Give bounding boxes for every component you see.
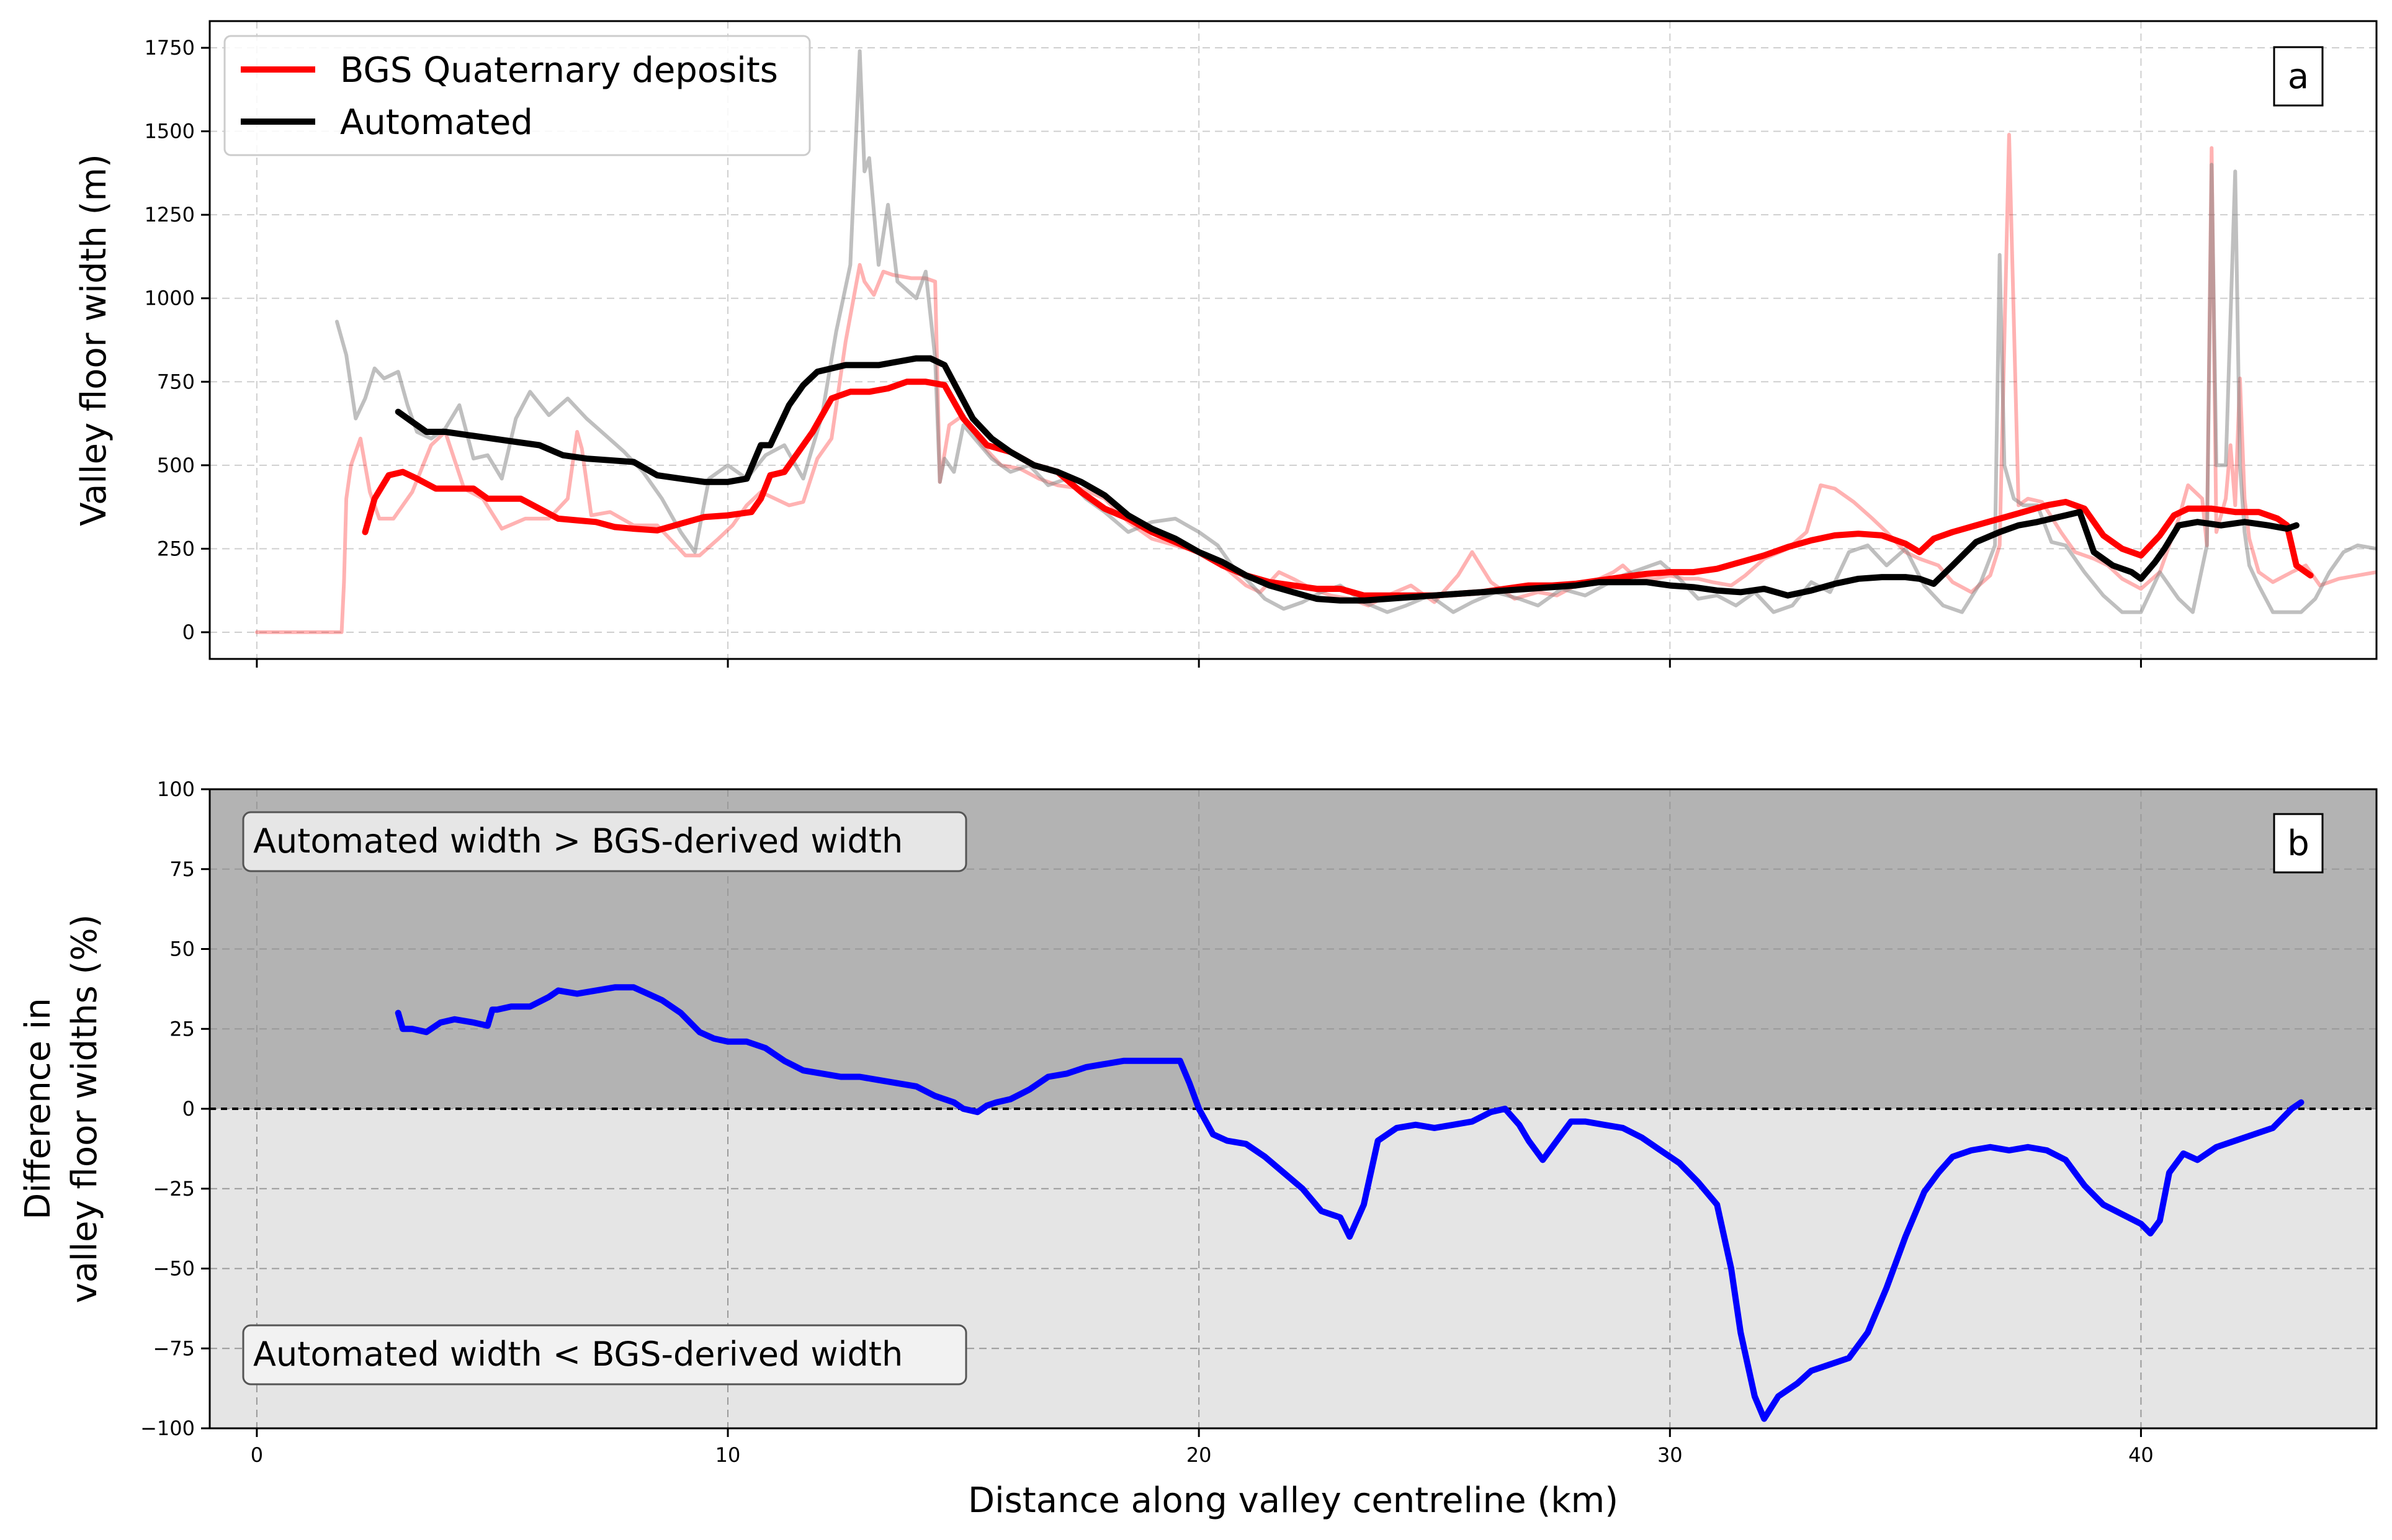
series-line-a-3 bbox=[395, 355, 2300, 604]
panel-a-ticks: 0 250 500 750 1000 1250 1500 1750 bbox=[145, 36, 2142, 668]
panel-a-frame bbox=[208, 20, 2378, 660]
series-line-a-2 bbox=[362, 378, 2314, 599]
x-tick-label: 20 bbox=[1186, 1443, 1212, 1467]
legend: BGS Quaternary deposits Automated bbox=[223, 35, 811, 156]
x-tick-label: 30 bbox=[1657, 1443, 1683, 1467]
y-tick-label: 1000 bbox=[145, 287, 195, 310]
legend-label-automated: Automated bbox=[340, 102, 533, 143]
lower-region-annotation: Automated width < BGS-derived width bbox=[242, 1324, 967, 1386]
legend-label-bgs: BGS Quaternary deposits bbox=[340, 50, 778, 91]
y-tick-label: 100 bbox=[157, 777, 195, 801]
y-tick-label: 25 bbox=[169, 1017, 195, 1041]
y-tick-label: 50 bbox=[169, 938, 195, 961]
y-tick-label: −50 bbox=[153, 1257, 195, 1281]
panel-a-letter: a bbox=[2288, 56, 2309, 97]
y-tick-label: 1750 bbox=[145, 36, 195, 60]
panel-a-letter-box: a bbox=[2273, 46, 2324, 107]
y-tick-label: −25 bbox=[153, 1177, 195, 1201]
panel-a-ylabel: Valley floor width (m) bbox=[74, 154, 114, 526]
panel-a-series bbox=[254, 49, 2376, 634]
panel-a-chart: 0 250 500 750 1000 1250 1500 1750 Valley floor … bbox=[74, 20, 2378, 668]
panel-b-ylabel-line2: valley floor widths (%) bbox=[65, 915, 105, 1304]
legend-box bbox=[223, 35, 811, 156]
upper-region-annotation: Automated width > BGS-derived width bbox=[242, 811, 967, 872]
panel-a-letter-frame bbox=[2273, 46, 2324, 107]
x-tick-label: 40 bbox=[2128, 1443, 2154, 1467]
upper-region-label: Automated width > BGS-derived width bbox=[253, 821, 903, 861]
panel-b-xlabel: Distance along valley centreline (km) bbox=[968, 1480, 1618, 1521]
y-tick-label: 1250 bbox=[145, 203, 195, 226]
y-tick-label: 75 bbox=[169, 857, 195, 881]
panel-a-grid bbox=[210, 21, 2376, 659]
lower-region-label-box bbox=[242, 1324, 967, 1386]
y-tick-label: 1500 bbox=[145, 120, 195, 143]
y-tick-label: −75 bbox=[153, 1336, 195, 1360]
y-tick-label: 0 bbox=[182, 1097, 195, 1121]
panel-b-ticks: 0 10 20 30 40 −100 −75 −50 −25 0 25 50 75 100 bbox=[140, 777, 2154, 1467]
y-tick-label: 250 bbox=[157, 537, 195, 560]
y-tick-label: 750 bbox=[157, 370, 195, 393]
panel-b-series bbox=[395, 984, 2305, 1422]
lower-region-label: Automated width < BGS-derived width bbox=[253, 1335, 903, 1374]
x-tick-label: 0 bbox=[251, 1443, 263, 1467]
y-tick-label: 0 bbox=[182, 620, 195, 644]
panel-b-letter: b bbox=[2287, 823, 2309, 864]
x-tick-label: 10 bbox=[715, 1443, 741, 1467]
panel-b-letter-frame bbox=[2273, 813, 2324, 874]
panel-b-letter-box: b bbox=[2273, 813, 2324, 874]
y-tick-label: −100 bbox=[140, 1417, 195, 1440]
y-tick-label: 500 bbox=[157, 454, 195, 477]
panel-b-ylabel-line1: Difference in bbox=[18, 998, 58, 1220]
upper-region-label-box bbox=[242, 811, 967, 872]
panel-b-chart: 0 10 20 30 40 −100 −75 −50 −25 0 25 50 75 100 Differe… bbox=[18, 777, 2378, 1521]
series-line-b-0 bbox=[395, 984, 2305, 1422]
